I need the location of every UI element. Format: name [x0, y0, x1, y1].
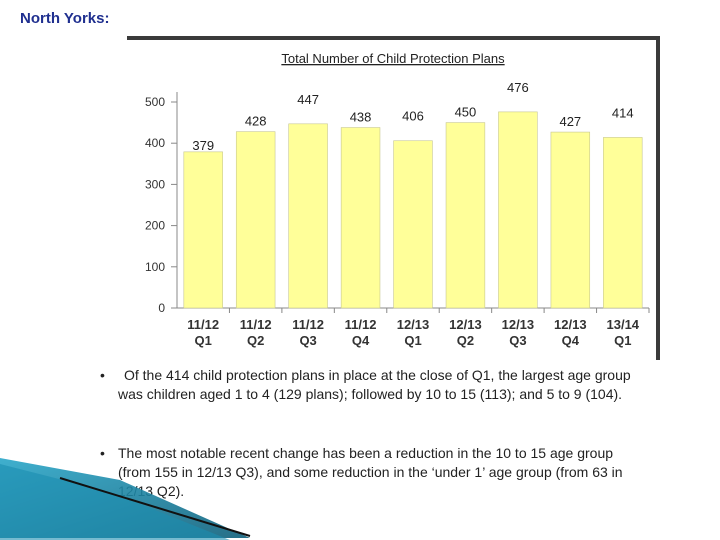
- y-tick-label: 100: [145, 260, 165, 274]
- x-tick-label: 12/13: [554, 317, 587, 332]
- data-label: 450: [455, 105, 477, 120]
- x-tick-label: 12/13: [502, 317, 535, 332]
- data-label: 428: [245, 114, 267, 129]
- x-tick-label: Q3: [509, 333, 526, 348]
- x-tick-label: Q3: [299, 333, 316, 348]
- data-label: 447: [297, 92, 319, 107]
- x-tick-label: Q4: [562, 333, 580, 348]
- data-label: 438: [350, 110, 372, 125]
- x-tick-label: Q1: [614, 333, 631, 348]
- x-tick-label: Q2: [457, 333, 474, 348]
- page-title: North Yorks:: [20, 10, 110, 27]
- y-tick-label: 0: [158, 301, 165, 315]
- data-label: 427: [559, 114, 581, 129]
- chart-title: Total Number of Child Protection Plans: [281, 51, 505, 66]
- bar: [340, 127, 381, 309]
- bar: [183, 151, 223, 309]
- bar: [288, 123, 328, 309]
- bullet-item-1: • Of the 414 child protection plans in p…: [100, 366, 638, 404]
- chart-panel: Total Number of Child Protection Plans 0 1…: [127, 36, 660, 360]
- bullet-marker: •: [100, 445, 105, 461]
- x-tick-label: 12/13: [397, 317, 430, 332]
- data-label: 414: [612, 105, 634, 120]
- bar: [603, 137, 643, 309]
- x-tick-label: 11/12: [240, 317, 272, 332]
- x-tick-label: 12/13: [449, 317, 482, 332]
- bar-chart: Total Number of Child Protection Plans 0 1…: [145, 51, 650, 348]
- bullet-text: Of the 414 child protection plans in pla…: [118, 367, 631, 402]
- data-label: 406: [402, 109, 424, 124]
- y-tick-label: 300: [145, 177, 165, 191]
- x-tick-label: 11/12: [292, 317, 324, 332]
- decorative-swoosh: [0, 458, 251, 540]
- y-tick-label: 500: [145, 95, 165, 109]
- x-tick-label: Q1: [404, 333, 421, 348]
- x-tick-label: Q1: [195, 333, 212, 348]
- y-tick-label: 200: [145, 219, 165, 233]
- bar: [393, 140, 433, 309]
- y-tick-label: 400: [145, 136, 165, 150]
- x-tick-label: 11/12: [187, 317, 219, 332]
- x-tick-label: 13/14: [607, 317, 640, 332]
- data-label: 476: [507, 80, 529, 95]
- bar: [498, 111, 538, 309]
- x-tick-label: 11/12: [345, 317, 377, 332]
- bar: [445, 122, 486, 309]
- bar: [235, 131, 276, 309]
- x-tick-label: Q4: [352, 333, 370, 348]
- x-tick-label: Q2: [247, 333, 264, 348]
- data-label: 379: [192, 138, 214, 153]
- bar: [550, 131, 591, 309]
- bullet-marker: •: [100, 367, 105, 383]
